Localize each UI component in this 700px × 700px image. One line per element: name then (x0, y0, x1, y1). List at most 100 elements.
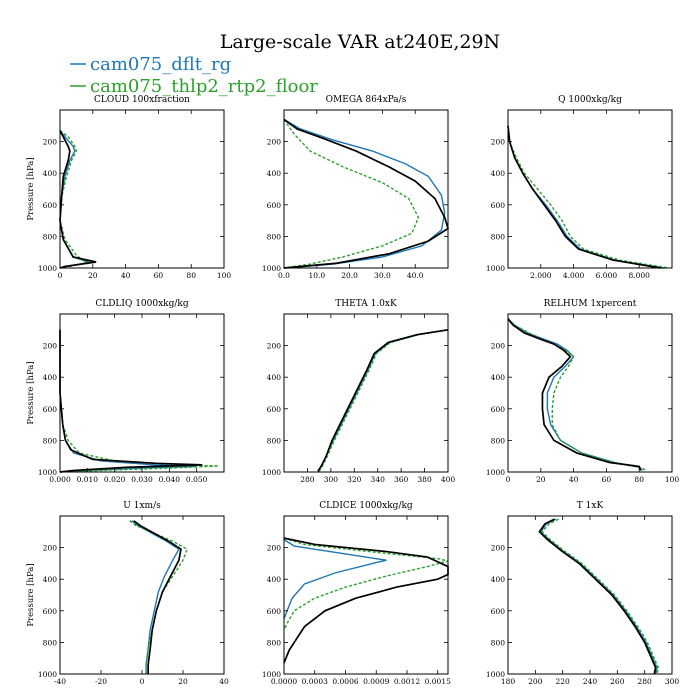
series-line-2 (59, 129, 88, 269)
y-tick-label: 800 (43, 638, 58, 647)
x-tick-label: 20 (178, 677, 188, 686)
y-tick-label: 200 (43, 544, 58, 553)
x-tick-label: 0.000 (49, 475, 71, 484)
panel-title: THETA 1.0xK (335, 299, 397, 309)
plot-frame (59, 109, 225, 269)
x-tick-label: 60 (602, 475, 612, 484)
y-tick-label: 400 (491, 169, 506, 178)
x-tick-label: 240 (583, 677, 598, 686)
y-tick-label: 800 (491, 232, 506, 241)
series-line-2 (283, 537, 449, 631)
series-line-1 (507, 125, 664, 269)
series-line-3 (507, 318, 642, 471)
plot-frame (283, 515, 449, 675)
plot-frame (507, 313, 673, 473)
y-tick-label: 600 (491, 405, 506, 414)
y-tick-label: 600 (267, 201, 282, 210)
x-tick-label: 220 (556, 677, 571, 686)
y-tick-label: 600 (43, 607, 58, 616)
series-line-2 (541, 518, 660, 675)
series-line-2 (59, 329, 219, 473)
y-tick-label: 1000 (262, 264, 281, 273)
x-tick-label: 10.0 (308, 271, 325, 280)
x-tick-label: 0.010 (77, 475, 99, 484)
x-tick-label: 320 (347, 475, 362, 484)
y-tick-label: 400 (43, 373, 58, 382)
x-tick-label: 360 (394, 475, 409, 484)
panel-title: CLDLIQ 1000xkg/kg (95, 299, 189, 309)
panel-4: CLDLIQ 1000xkg/kg Pressure [hPa] 0.000 0.01… (26, 299, 225, 484)
y-tick-label: 400 (43, 169, 58, 178)
panel-2: OMEGA 864xPa/s 0.0 10.0 20.0 30.0 40.0 200 400 6… (262, 95, 449, 280)
y-tick-label: 200 (491, 138, 506, 147)
y-tick-label: 800 (43, 232, 58, 241)
y-tick-label: 1000 (262, 468, 281, 477)
y-tick-label: 400 (491, 575, 506, 584)
y-tick-label: 200 (43, 138, 58, 147)
panel-6: RELHUM 1xpercent 0 20 40 60 80 100 200 400 600 800… (486, 299, 679, 484)
legend-label-1: cam075_dflt_rg (90, 54, 231, 75)
panel-title: OMEGA 864xPa/s (326, 95, 407, 105)
x-tick-label: 20 (536, 475, 546, 484)
y-tick-label: 200 (267, 342, 282, 351)
x-tick-label: 280 (300, 475, 315, 484)
x-tick-label: 0.0 (278, 271, 290, 280)
figure-title: Large-scale VAR at240E,29N (220, 31, 500, 53)
series-line-1 (507, 318, 643, 471)
x-tick-label: 400 (441, 475, 456, 484)
series-line-1 (283, 539, 387, 619)
x-tick-label: 100 (217, 271, 232, 280)
series-line-3 (317, 328, 449, 472)
x-tick-label: 20.0 (341, 271, 358, 280)
x-tick-label: 0 (140, 677, 145, 686)
x-tick-label: 0.050 (186, 475, 208, 484)
x-tick-label: 0.0000 (271, 677, 297, 686)
panel-grid: CLOUD 100xfraction Pressure [hPa] 0 20 40 60 8… (26, 95, 679, 686)
series-line-2 (129, 520, 188, 674)
x-tick-label: 6.000 (596, 271, 618, 280)
series-line-1 (283, 118, 446, 269)
x-tick-label: 0.030 (131, 475, 153, 484)
y-tick-label: 200 (267, 138, 282, 147)
series-line-3 (538, 518, 657, 675)
panel-title: T 1xK (577, 501, 604, 511)
y-tick-label: 1000 (38, 264, 57, 273)
x-tick-label: 300 (324, 475, 339, 484)
y-tick-label: 800 (491, 638, 506, 647)
y-tick-label: 600 (43, 405, 58, 414)
x-tick-label: 0 (58, 271, 63, 280)
series-line-1 (539, 518, 658, 675)
panel-title: Q 1000xkg/kg (558, 95, 622, 105)
y-tick-label: 400 (267, 169, 282, 178)
plot-frame (283, 109, 449, 269)
y-tick-label: 600 (267, 405, 282, 414)
legend: cam075_dflt_rg cam075_thlp2_rtp2_floor (70, 54, 318, 97)
panel-5: THETA 1.0xK 280 300 320 340 360 380 400 200 400 60… (262, 299, 455, 484)
y-tick-label: 800 (267, 232, 282, 241)
x-tick-label: 180 (501, 677, 516, 686)
x-tick-label: 60 (154, 271, 164, 280)
x-tick-label: 300 (665, 677, 680, 686)
y-axis-label: Pressure [hPa] (26, 361, 36, 424)
panel-1: CLOUD 100xfraction Pressure [hPa] 0 20 40 60 8… (26, 95, 231, 280)
y-tick-label: 800 (267, 436, 282, 445)
panel-title: CLOUD 100xfraction (94, 95, 190, 105)
y-tick-label: 800 (491, 436, 506, 445)
x-tick-label: 380 (417, 475, 432, 484)
series-line-2 (283, 119, 420, 269)
x-tick-label: 0 (506, 475, 511, 484)
x-tick-label: 0.020 (104, 475, 126, 484)
x-tick-label: 40.0 (407, 271, 424, 280)
y-tick-label: 400 (491, 373, 506, 382)
panel-title: U 1xm/s (123, 501, 161, 511)
x-tick-label: -40 (54, 677, 66, 686)
series-line-3 (283, 118, 449, 269)
panel-title: RELHUM 1xpercent (544, 299, 637, 309)
series-line-1 (59, 130, 90, 269)
y-tick-label: 600 (267, 607, 282, 616)
plot-frame (59, 515, 225, 675)
y-axis-label: Pressure [hPa] (26, 563, 36, 626)
legend-label-2: cam075_thlp2_rtp2_floor (90, 76, 318, 97)
y-axis-label: Pressure [hPa] (26, 157, 36, 220)
